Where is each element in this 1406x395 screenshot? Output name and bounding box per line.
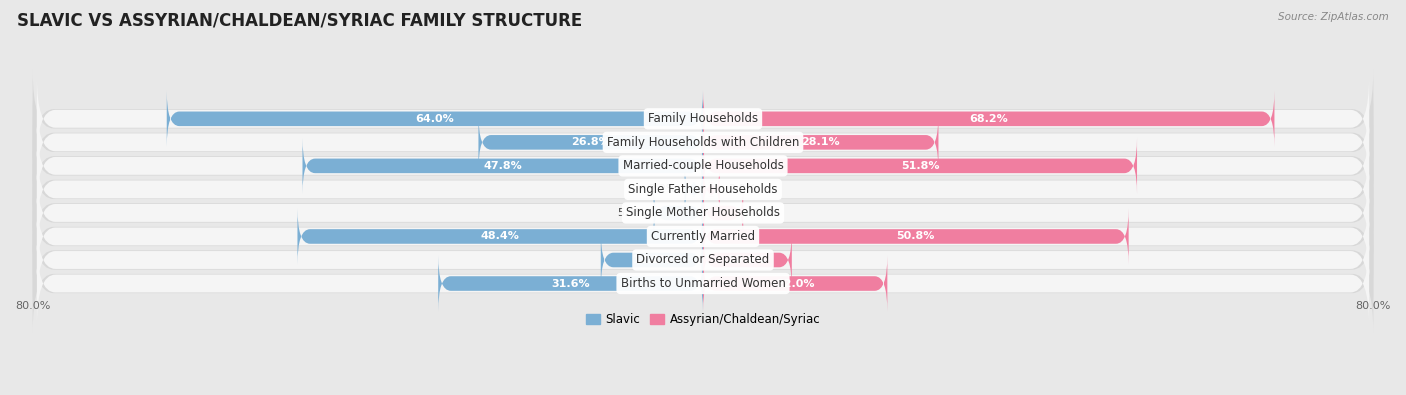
Text: 22.0%: 22.0% <box>776 278 814 288</box>
FancyBboxPatch shape <box>32 93 1374 192</box>
FancyBboxPatch shape <box>703 91 1274 147</box>
Text: 51.8%: 51.8% <box>901 161 939 171</box>
Text: 47.8%: 47.8% <box>484 161 522 171</box>
FancyBboxPatch shape <box>37 194 1369 279</box>
FancyBboxPatch shape <box>37 123 1369 209</box>
FancyBboxPatch shape <box>32 234 1374 333</box>
FancyBboxPatch shape <box>37 217 1369 303</box>
Text: 5.9%: 5.9% <box>617 208 645 218</box>
FancyBboxPatch shape <box>298 209 703 265</box>
Text: 2.2%: 2.2% <box>648 184 676 194</box>
FancyBboxPatch shape <box>439 256 703 312</box>
Text: 26.8%: 26.8% <box>571 137 610 147</box>
Text: Married-couple Households: Married-couple Households <box>623 159 783 172</box>
FancyBboxPatch shape <box>703 138 1137 194</box>
FancyBboxPatch shape <box>703 114 938 170</box>
Text: 12.2%: 12.2% <box>633 255 671 265</box>
FancyBboxPatch shape <box>167 91 703 147</box>
FancyBboxPatch shape <box>478 114 703 170</box>
Text: 28.1%: 28.1% <box>801 137 839 147</box>
FancyBboxPatch shape <box>32 164 1374 262</box>
FancyBboxPatch shape <box>703 185 744 241</box>
FancyBboxPatch shape <box>600 232 703 288</box>
Text: 31.6%: 31.6% <box>551 278 591 288</box>
Legend: Slavic, Assyrian/Chaldean/Syriac: Slavic, Assyrian/Chaldean/Syriac <box>581 308 825 331</box>
Text: 64.0%: 64.0% <box>416 114 454 124</box>
Text: SLAVIC VS ASSYRIAN/CHALDEAN/SYRIAC FAMILY STRUCTURE: SLAVIC VS ASSYRIAN/CHALDEAN/SYRIAC FAMIL… <box>17 12 582 30</box>
Text: Currently Married: Currently Married <box>651 230 755 243</box>
Text: Single Mother Households: Single Mother Households <box>626 207 780 220</box>
Text: 48.4%: 48.4% <box>481 231 520 241</box>
FancyBboxPatch shape <box>37 76 1369 162</box>
FancyBboxPatch shape <box>32 117 1374 215</box>
FancyBboxPatch shape <box>32 70 1374 168</box>
FancyBboxPatch shape <box>32 211 1374 309</box>
FancyBboxPatch shape <box>703 162 720 217</box>
FancyBboxPatch shape <box>703 232 792 288</box>
FancyBboxPatch shape <box>703 256 887 312</box>
FancyBboxPatch shape <box>37 147 1369 232</box>
Text: Divorced or Separated: Divorced or Separated <box>637 254 769 267</box>
Text: 50.8%: 50.8% <box>897 231 935 241</box>
FancyBboxPatch shape <box>703 209 1129 265</box>
FancyBboxPatch shape <box>32 187 1374 286</box>
FancyBboxPatch shape <box>32 140 1374 239</box>
Text: 2.0%: 2.0% <box>728 184 756 194</box>
FancyBboxPatch shape <box>685 162 703 217</box>
FancyBboxPatch shape <box>302 138 703 194</box>
FancyBboxPatch shape <box>654 185 703 241</box>
FancyBboxPatch shape <box>37 170 1369 256</box>
FancyBboxPatch shape <box>37 100 1369 185</box>
Text: 10.6%: 10.6% <box>728 255 766 265</box>
Text: Family Households with Children: Family Households with Children <box>607 136 799 149</box>
Text: 4.8%: 4.8% <box>752 208 780 218</box>
Text: Single Father Households: Single Father Households <box>628 183 778 196</box>
Text: Source: ZipAtlas.com: Source: ZipAtlas.com <box>1278 12 1389 22</box>
FancyBboxPatch shape <box>37 241 1369 326</box>
Text: 68.2%: 68.2% <box>969 114 1008 124</box>
Text: Births to Unmarried Women: Births to Unmarried Women <box>620 277 786 290</box>
Text: Family Households: Family Households <box>648 112 758 125</box>
